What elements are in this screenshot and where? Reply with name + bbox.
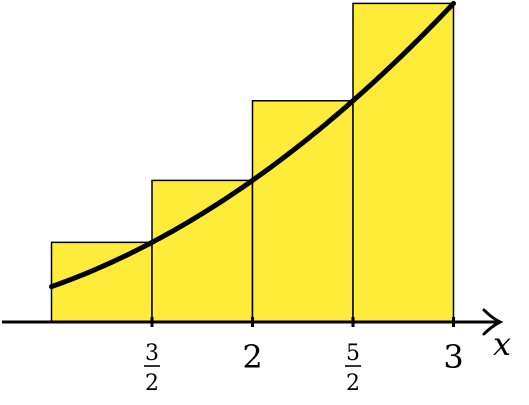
curve-line xyxy=(49,0,456,290)
tick-label-1-numerator: 3 xyxy=(145,341,159,366)
tick-label-4: 3 xyxy=(443,338,463,376)
tick-label-2: 2 xyxy=(242,338,262,376)
tick-label-1-denominator: 2 xyxy=(145,371,159,396)
curve-layer xyxy=(49,0,456,290)
x-axis xyxy=(2,308,504,336)
x-axis-arrowhead xyxy=(482,308,504,336)
x-axis-label: x xyxy=(493,325,511,363)
bars-layer xyxy=(50,2,455,323)
tick-label-3-numerator: 5 xyxy=(346,341,360,366)
tick-label-3-denominator: 2 xyxy=(346,371,360,396)
tick-labels: 322 523 x xyxy=(144,325,511,396)
bar-2 xyxy=(151,179,254,323)
bar-3 xyxy=(251,100,354,323)
